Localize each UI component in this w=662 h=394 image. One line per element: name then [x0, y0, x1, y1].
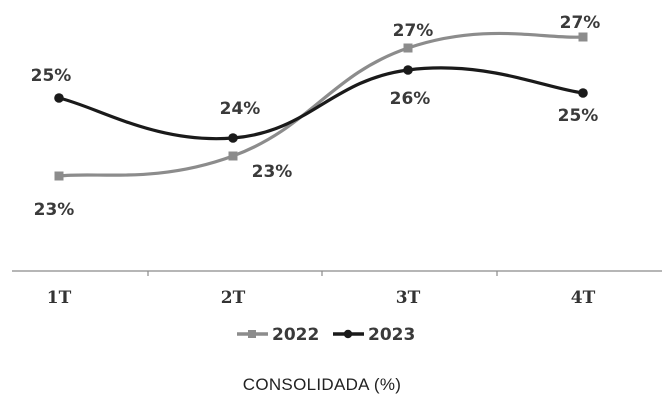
- legend-marker-2022: [248, 330, 256, 338]
- data-label-2023-2T: 24%: [220, 99, 261, 119]
- data-label-2023-3T: 26%: [390, 89, 431, 109]
- data-label-2023-4T: 25%: [558, 106, 599, 126]
- data-point-2023-3T: [403, 65, 413, 75]
- x-tick-label-2T: 2T: [221, 288, 246, 308]
- x-axis-ticks: 1T 2T 3T 4T: [47, 271, 596, 308]
- marker-layer: [54, 32, 588, 181]
- data-label-2022-1T: 23%: [34, 200, 75, 220]
- series-line-2022: [57, 31, 585, 178]
- x-tick-label-4T: 4T: [571, 288, 596, 308]
- series-line-2023: [57, 66, 585, 141]
- data-point-2022-4T: [578, 32, 588, 42]
- data-label-layer: 23% 23% 27% 27% 25% 24% 26% 25%: [31, 13, 601, 220]
- chart-title: CONSOLIDADA (%): [243, 375, 401, 394]
- data-point-2023-2T: [228, 133, 238, 143]
- legend: 2022 2023: [237, 325, 415, 345]
- data-point-2022-1T: [54, 171, 64, 181]
- legend-item-2023: 2023: [333, 325, 415, 345]
- x-tick-label-1T: 1T: [47, 288, 72, 308]
- data-point-2022-3T: [403, 43, 413, 53]
- data-point-2023-1T: [54, 93, 64, 103]
- data-label-2022-3T: 27%: [393, 21, 434, 41]
- x-tick-label-3T: 3T: [396, 288, 421, 308]
- series-layer: [57, 31, 585, 178]
- data-label-2022-4T: 27%: [560, 13, 601, 33]
- data-label-2022-2T: 23%: [252, 162, 293, 182]
- legend-label-2023: 2023: [368, 325, 415, 345]
- legend-item-2022: 2022: [237, 325, 319, 345]
- legend-marker-2023: [343, 329, 353, 339]
- data-label-2023-1T: 25%: [31, 66, 72, 86]
- data-point-2023-4T: [578, 88, 588, 98]
- data-point-2022-2T: [228, 151, 238, 161]
- legend-label-2022: 2022: [272, 325, 319, 345]
